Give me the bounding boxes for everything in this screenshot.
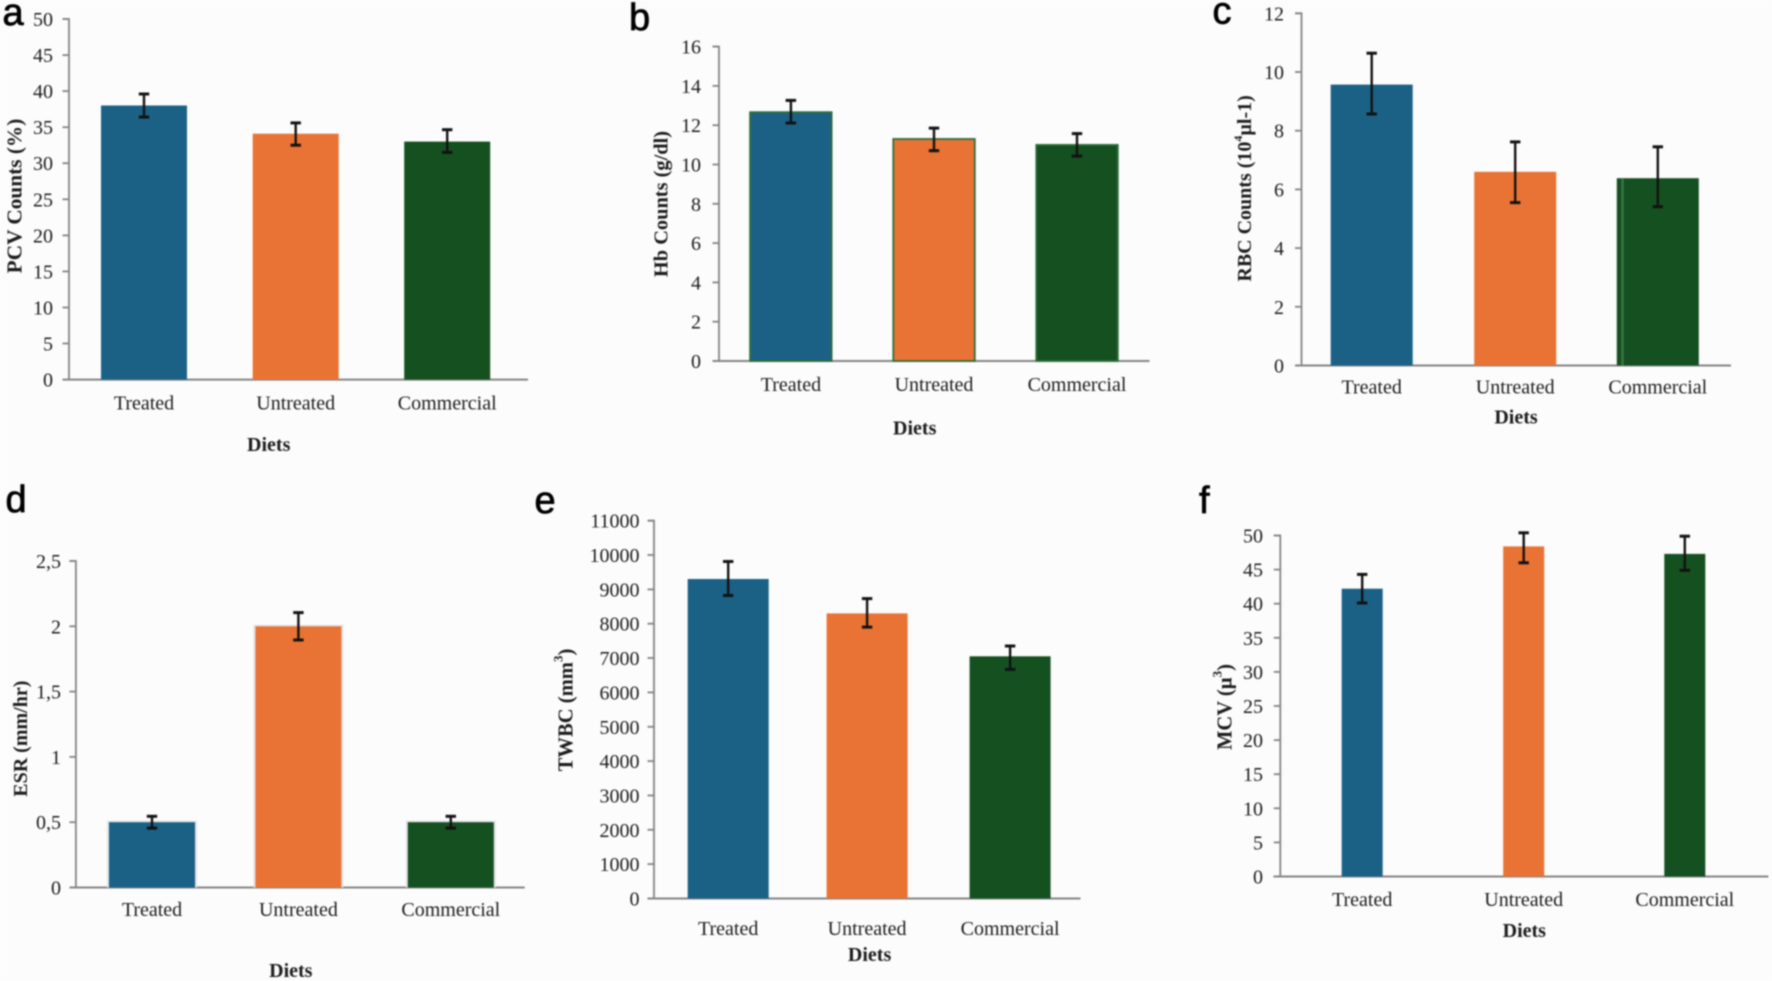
svg-text:4000: 4000 bbox=[600, 751, 640, 773]
svg-text:0: 0 bbox=[691, 351, 701, 373]
svg-text:Treated: Treated bbox=[122, 899, 182, 921]
svg-text:9000: 9000 bbox=[600, 579, 640, 601]
svg-text:Diets: Diets bbox=[893, 418, 937, 440]
svg-text:14: 14 bbox=[681, 76, 701, 98]
svg-text:Treated: Treated bbox=[1332, 889, 1392, 911]
svg-text:40: 40 bbox=[33, 81, 53, 103]
svg-text:a: a bbox=[3, 0, 25, 34]
svg-text:Treated: Treated bbox=[698, 918, 758, 940]
svg-text:Commercial: Commercial bbox=[398, 393, 497, 415]
svg-text:RBC Counts (104µl-1): RBC Counts (104µl-1) bbox=[1231, 95, 1256, 281]
svg-text:45: 45 bbox=[1243, 560, 1263, 582]
svg-text:Commercial: Commercial bbox=[961, 918, 1060, 940]
svg-text:f: f bbox=[1199, 480, 1210, 522]
svg-text:3000: 3000 bbox=[600, 786, 640, 808]
svg-text:30: 30 bbox=[33, 153, 53, 175]
svg-text:TWBC (mm3): TWBC (mm3) bbox=[551, 649, 577, 772]
svg-text:8: 8 bbox=[1274, 121, 1284, 143]
svg-text:Commercial: Commercial bbox=[1635, 889, 1734, 911]
svg-text:ESR (mm/hr): ESR (mm/hr) bbox=[10, 681, 32, 797]
svg-text:4: 4 bbox=[691, 272, 701, 294]
svg-text:1,5: 1,5 bbox=[36, 682, 61, 704]
svg-text:20: 20 bbox=[33, 225, 53, 247]
svg-text:10: 10 bbox=[1243, 798, 1263, 820]
svg-text:0,5: 0,5 bbox=[36, 812, 61, 834]
svg-text:b: b bbox=[629, 0, 650, 39]
svg-text:Untreated: Untreated bbox=[1484, 889, 1563, 911]
svg-text:d: d bbox=[6, 479, 27, 521]
svg-text:5000: 5000 bbox=[600, 717, 640, 739]
svg-text:e: e bbox=[535, 480, 556, 522]
svg-text:2: 2 bbox=[51, 616, 61, 638]
svg-text:Commercial: Commercial bbox=[401, 899, 500, 921]
svg-text:40: 40 bbox=[1243, 594, 1263, 616]
svg-text:5: 5 bbox=[1253, 832, 1263, 854]
svg-text:Commercial: Commercial bbox=[1608, 377, 1707, 399]
svg-text:0: 0 bbox=[51, 878, 61, 900]
svg-text:Diets: Diets bbox=[269, 960, 313, 981]
svg-text:Treated: Treated bbox=[1342, 377, 1402, 399]
svg-text:Untreated: Untreated bbox=[1476, 377, 1555, 399]
svg-text:12: 12 bbox=[681, 115, 701, 137]
svg-text:1: 1 bbox=[51, 747, 61, 769]
svg-text:Diets: Diets bbox=[247, 434, 291, 456]
svg-text:1000: 1000 bbox=[600, 854, 640, 876]
svg-text:16: 16 bbox=[681, 37, 701, 59]
svg-text:10: 10 bbox=[1264, 62, 1284, 84]
svg-text:PCV Counts (%): PCV Counts (%) bbox=[2, 119, 26, 274]
svg-text:35: 35 bbox=[1243, 628, 1263, 650]
svg-text:6000: 6000 bbox=[600, 682, 640, 704]
svg-text:Untreated: Untreated bbox=[256, 393, 335, 415]
svg-text:Hb Counts (g/dl): Hb Counts (g/dl) bbox=[650, 131, 672, 277]
svg-text:7000: 7000 bbox=[600, 648, 640, 670]
svg-text:0: 0 bbox=[1253, 867, 1263, 889]
svg-text:2: 2 bbox=[1274, 297, 1284, 319]
svg-text:6: 6 bbox=[1274, 179, 1284, 201]
svg-text:12: 12 bbox=[1264, 3, 1284, 25]
svg-text:11000: 11000 bbox=[590, 511, 639, 533]
svg-text:0: 0 bbox=[630, 889, 640, 911]
svg-text:Treated: Treated bbox=[114, 393, 174, 415]
svg-text:10: 10 bbox=[33, 298, 53, 320]
svg-text:4: 4 bbox=[1274, 238, 1284, 260]
svg-text:Commercial: Commercial bbox=[1028, 374, 1127, 396]
svg-text:Untreated: Untreated bbox=[895, 374, 974, 396]
svg-text:15: 15 bbox=[1243, 764, 1263, 786]
svg-text:8: 8 bbox=[691, 194, 701, 216]
svg-text:20: 20 bbox=[1243, 730, 1263, 752]
svg-text:c: c bbox=[1213, 0, 1232, 33]
svg-text:2000: 2000 bbox=[600, 820, 640, 842]
svg-text:Untreated: Untreated bbox=[828, 918, 907, 940]
svg-text:30: 30 bbox=[1243, 662, 1263, 684]
svg-text:5: 5 bbox=[43, 334, 53, 356]
svg-text:0: 0 bbox=[43, 370, 53, 392]
svg-text:35: 35 bbox=[33, 117, 53, 139]
svg-text:MCV (µ3): MCV (µ3) bbox=[1210, 664, 1236, 750]
svg-text:45: 45 bbox=[33, 45, 53, 67]
svg-text:Diets: Diets bbox=[1494, 407, 1538, 429]
svg-text:50: 50 bbox=[1243, 526, 1263, 548]
svg-text:0: 0 bbox=[1274, 356, 1284, 378]
svg-text:2: 2 bbox=[691, 312, 701, 334]
svg-text:10: 10 bbox=[681, 155, 701, 177]
svg-text:Diets: Diets bbox=[1503, 920, 1547, 942]
svg-text:Diets: Diets bbox=[848, 944, 892, 966]
svg-text:25: 25 bbox=[1243, 696, 1263, 718]
svg-text:Untreated: Untreated bbox=[259, 899, 338, 921]
svg-text:Treated: Treated bbox=[761, 374, 821, 396]
svg-text:15: 15 bbox=[33, 261, 53, 283]
svg-text:2,5: 2,5 bbox=[36, 551, 61, 573]
svg-text:8000: 8000 bbox=[600, 614, 640, 636]
svg-text:10000: 10000 bbox=[590, 545, 640, 567]
svg-text:50: 50 bbox=[33, 9, 53, 31]
svg-text:6: 6 bbox=[691, 233, 701, 255]
svg-text:25: 25 bbox=[33, 189, 53, 211]
